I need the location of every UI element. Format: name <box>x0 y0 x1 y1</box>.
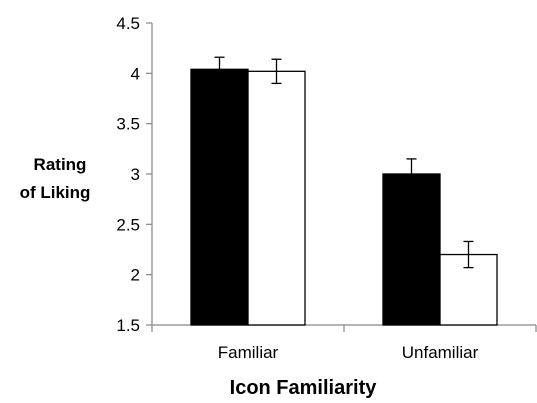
plot-area: 1.5 2 2.5 3 3.5 4 4.5 Familiar Unfamiliar <box>116 14 537 362</box>
y-tick-label: 1.5 <box>116 316 140 335</box>
x-category-label: Familiar <box>218 343 279 362</box>
y-axis-label-line-2: of Liking <box>20 183 91 202</box>
y-tick-label: 3.5 <box>116 115 140 134</box>
y-tick-label: 2 <box>131 266 140 285</box>
x-axis-title: Icon Familiarity <box>230 377 378 399</box>
bar <box>382 173 441 326</box>
bar <box>247 70 306 326</box>
y-tick-label: 2.5 <box>116 215 140 234</box>
y-tick-label: 4.5 <box>116 14 140 33</box>
y-axis-label-line-1: Rating <box>34 155 87 174</box>
y-tick-label: 3 <box>131 165 140 184</box>
y-tick-label: 4 <box>131 64 140 83</box>
x-category-label: Unfamiliar <box>402 343 479 362</box>
bar <box>190 68 249 326</box>
